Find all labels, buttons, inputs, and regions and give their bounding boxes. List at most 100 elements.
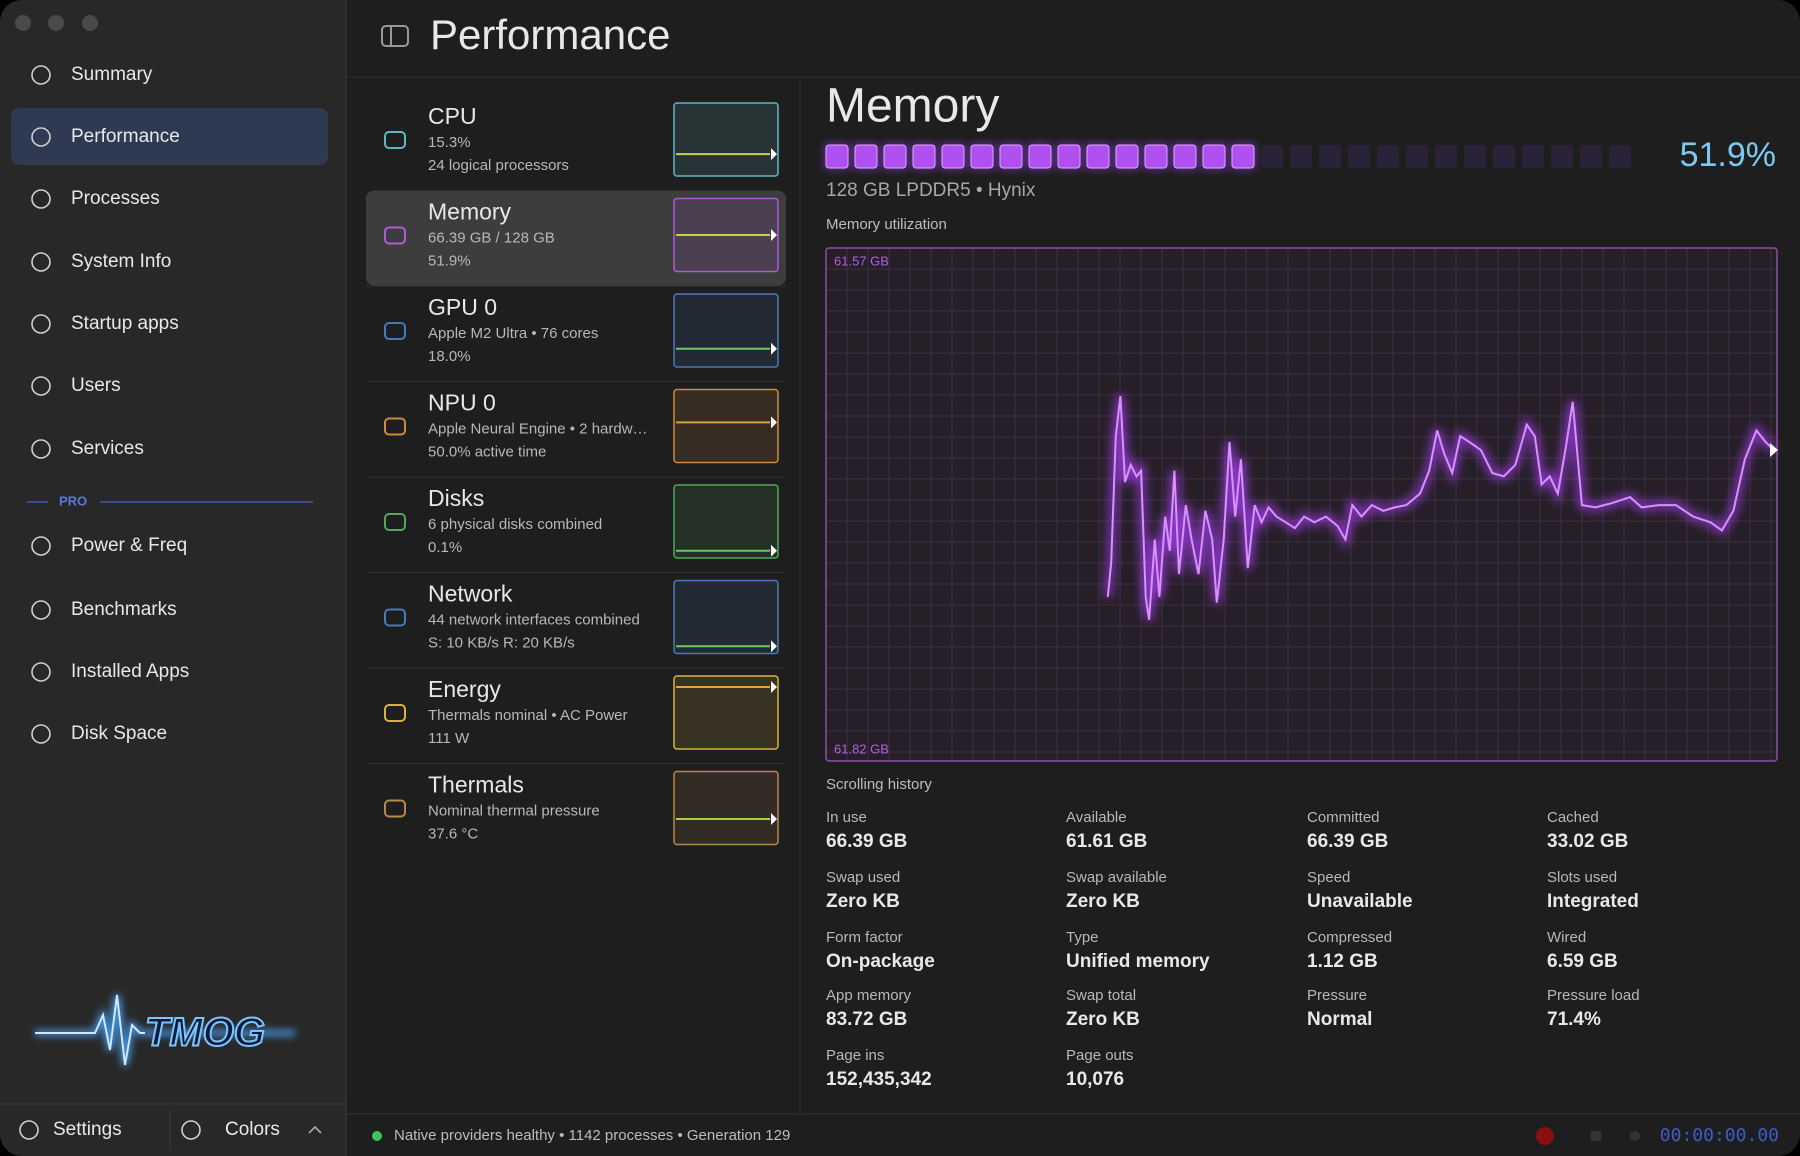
usage-segment [854, 144, 878, 169]
stat-value: 6.59 GB [1547, 951, 1618, 972]
stat: Compressed 1.12 GB [1307, 929, 1392, 972]
pause-button[interactable] [1630, 1131, 1640, 1141]
nav-item[interactable]: Installed Apps [31, 661, 189, 682]
logo: TMOG [35, 994, 295, 1066]
sidebar-toggle[interactable] [381, 25, 409, 47]
nav-icon [31, 127, 51, 147]
nav-item[interactable]: Power & Freq [31, 535, 187, 556]
record-indicator[interactable] [1536, 1127, 1554, 1145]
device-row[interactable]: Memory 66.39 GB / 128 GB 51.9% [366, 190, 786, 286]
stat: Page ins 152,435,342 [826, 1047, 932, 1090]
nav-label: Services [71, 438, 144, 459]
thumbnail-cursor [771, 148, 777, 161]
footer-chevron [308, 1125, 322, 1134]
chart-frame [825, 247, 1778, 762]
thumbnail-cursor [771, 342, 777, 355]
stat-value: 33.02 GB [1547, 831, 1628, 852]
device-row[interactable]: Disks 6 physical disks combined 0.1% [366, 476, 786, 559]
device-detail: Thermals nominal • AC Power [428, 707, 628, 724]
usage-segment [1173, 144, 1197, 169]
device-row[interactable]: Energy Thermals nominal • AC Power 111 W [366, 667, 786, 750]
device-detail: 15.3% [428, 134, 471, 151]
stat-value: On-package [826, 951, 935, 972]
close-button[interactable] [15, 15, 31, 31]
footer-button[interactable]: Colors [181, 1119, 280, 1140]
stat-label: In use [826, 809, 867, 826]
usage-segment [1231, 144, 1255, 169]
usage-segment [999, 144, 1023, 169]
device-icon [384, 131, 406, 149]
chart-caption: Scrolling history [826, 776, 932, 793]
thumbnail-cursor [771, 229, 777, 241]
device-row[interactable]: CPU 15.3% 24 logical processors [384, 102, 779, 177]
nav-item[interactable]: Services [31, 438, 144, 459]
nav-icon [31, 376, 51, 396]
device-icon [384, 417, 406, 436]
device-name: GPU 0 [428, 294, 497, 320]
stat: Page outs 10,076 [1066, 1047, 1134, 1090]
detail-title: Memory [826, 80, 999, 133]
minimize-button[interactable] [48, 15, 64, 31]
stat-value: 66.39 GB [1307, 831, 1388, 852]
thumbnail-cursor [771, 812, 777, 825]
nav-icon [31, 252, 51, 272]
device-row[interactable]: NPU 0 Apple Neural Engine • 2 hardw… 50.0%… [366, 381, 786, 464]
nav-label: Users [71, 375, 121, 396]
nav-item[interactable]: Processes [31, 188, 160, 209]
nav-item[interactable]: Performance [31, 126, 180, 147]
status-dot [372, 1131, 382, 1141]
usage-segment [1319, 145, 1341, 168]
status-text: Native providers healthy • 1142 processe… [394, 1127, 790, 1144]
stat-label: Speed [1307, 869, 1350, 886]
nav-item[interactable]: Summary [31, 64, 153, 85]
nav-item[interactable]: System Info [31, 251, 171, 272]
stat-label: Slots used [1547, 869, 1617, 886]
device-name: Thermals [428, 772, 524, 798]
stat-label: Committed [1307, 809, 1380, 826]
device-row[interactable]: Network 44 network interfaces combined S: … [366, 572, 786, 655]
nav-item[interactable]: Startup apps [31, 313, 179, 334]
footer-button[interactable]: Settings [19, 1119, 122, 1140]
thumbnail-cursor [771, 416, 777, 429]
nav-item[interactable]: Disk Space [31, 723, 167, 744]
device-row[interactable]: GPU 0 Apple M2 Ultra • 76 cores 18.0% [366, 285, 786, 368]
zoom-button[interactable] [82, 15, 98, 31]
nav-item[interactable]: Benchmarks [31, 599, 177, 620]
stat: Pressure load 71.4% [1547, 987, 1640, 1030]
device-name: Disks [428, 485, 484, 511]
nav-icon [31, 314, 51, 334]
stat: Pressure Normal [1307, 987, 1372, 1030]
usage-segment [1580, 145, 1602, 168]
stat: Swap used Zero KB [826, 869, 900, 912]
device-icon [384, 704, 406, 722]
device-detail: 50.0% active time [428, 443, 546, 460]
thumbnail-cursor [771, 640, 777, 653]
stat-value: Normal [1307, 1009, 1372, 1030]
toggle-frame [381, 25, 409, 47]
device-row[interactable]: Thermals Nominal thermal pressure 37.6 °C [366, 763, 786, 846]
stat-label: Form factor [826, 929, 903, 946]
device-thumbnail [673, 293, 779, 368]
stat-label: Swap total [1066, 987, 1136, 1004]
memory-spec: 128 GB LPDDR5 • Hynix [826, 180, 1036, 201]
thumbnail-cursor [771, 680, 777, 693]
stat-label: Type [1066, 929, 1099, 946]
stat-value: Unavailable [1307, 891, 1413, 912]
thumbnail-cursor [771, 544, 777, 557]
nav-icon [31, 65, 51, 85]
nav-label: Power & Freq [71, 535, 187, 556]
usage-segment [1435, 145, 1457, 168]
nav-item[interactable]: Users [31, 375, 121, 396]
stop-button[interactable] [1591, 1131, 1601, 1141]
stat: Slots used Integrated [1547, 869, 1639, 912]
page-title: Performance [430, 11, 670, 58]
footer-label: Colors [225, 1119, 280, 1140]
device-selected [366, 190, 786, 286]
stat-label: Cached [1547, 809, 1599, 826]
chart-label: Memory utilization [826, 216, 947, 233]
device-name: CPU [428, 103, 477, 129]
usage-segment [1609, 145, 1631, 168]
nav-label: Processes [71, 188, 160, 209]
usage-segment [1028, 144, 1052, 169]
stat-value: 152,435,342 [826, 1069, 932, 1090]
